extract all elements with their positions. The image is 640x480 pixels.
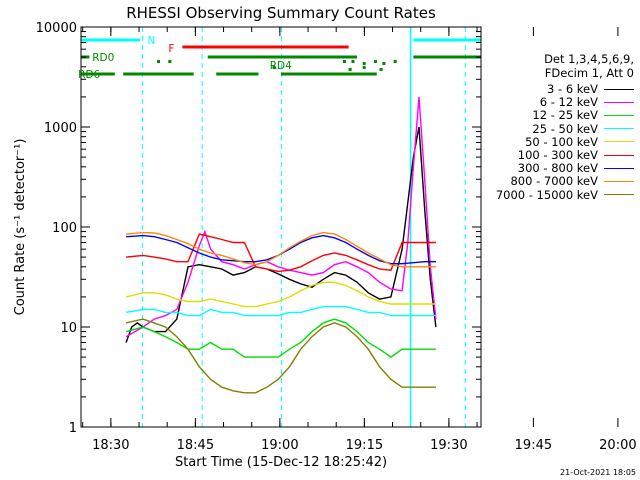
legend-label: 300 - 800 keV (517, 161, 598, 176)
legend-title-line-1: Det 1,3,4,5,6,9, (544, 52, 634, 66)
x-tick-label: 19:45 (515, 438, 552, 453)
legend-label: 3 - 6 keV (547, 82, 598, 96)
status-dot-0 (157, 60, 161, 63)
status-dot-4 (362, 62, 366, 65)
x-tick-label: 20:00 (599, 438, 636, 453)
annotation-rd0: RD0 (92, 52, 114, 64)
series-line-0 (125, 126, 437, 343)
legend-swatch (604, 167, 634, 169)
series-line-4 (125, 281, 436, 308)
legend-label: 100 - 300 keV (517, 148, 598, 162)
timestamp-stamp: 21-Oct-2021 18:05 (560, 468, 636, 477)
guide-lines (80, 27, 466, 427)
legend-item: 3 - 6 keV (547, 82, 634, 96)
legend-item: 100 - 300 keV (518, 148, 634, 162)
legend-label: 800 - 7000 keV (510, 174, 598, 189)
chart-title: RHESSI Observing Summary Count Rates (126, 4, 436, 22)
x-axis-label: Start Time (15-Dec-12 18:25:42) (175, 455, 387, 470)
x-tick-label: 19:15 (346, 438, 383, 453)
legend-swatch (604, 141, 634, 143)
status-dot-5 (373, 60, 377, 63)
status-dot-10 (362, 66, 366, 69)
legend-swatch (604, 114, 634, 116)
legend-swatch (604, 154, 634, 156)
annotation-rd6: RD6 (78, 69, 100, 81)
status-dot-2 (342, 60, 346, 63)
legend-item: 12 - 25 keV (532, 108, 634, 122)
legend-label: 6 - 12 keV (539, 95, 598, 110)
legend-swatch (604, 180, 634, 182)
series-line-7 (126, 231, 436, 268)
y-tick-label: 1 (69, 421, 77, 436)
legend-label: 50 - 100 keV (525, 134, 598, 149)
annotation-f: F (168, 43, 174, 55)
status-dot-11 (379, 68, 383, 71)
legend-item: 300 - 800 keV (518, 161, 634, 175)
legend-label: 12 - 25 keV (532, 108, 598, 123)
series-line-8 (125, 318, 436, 394)
y-tick-label: 10 (60, 321, 77, 336)
annotations: N F RD0 RD6 RD4 (78, 35, 292, 81)
legend-item: 800 - 7000 keV (510, 174, 634, 188)
series-line-2 (125, 318, 436, 358)
legend-swatch (604, 101, 634, 103)
legend-item: 6 - 12 keV (540, 95, 634, 109)
x-tick-label: 19:30 (430, 438, 467, 453)
legend-title-line-2: FDecim 1, Att 0 (544, 66, 634, 80)
status-dot-6 (382, 62, 386, 65)
series-line-3 (125, 305, 436, 317)
status-dot-1 (168, 60, 172, 63)
y-tick-label: 100 (52, 221, 77, 236)
annotation-n: N (147, 35, 155, 47)
y-tick-label: 1000 (44, 121, 77, 136)
status-dot-3 (351, 60, 355, 63)
status-dot-7 (393, 60, 397, 63)
annotation-rd4: RD4 (270, 60, 292, 72)
x-tick-label: 19:00 (261, 438, 298, 453)
x-tick-label: 18:45 (177, 438, 214, 453)
series-line-1 (125, 96, 437, 338)
plot-frame (80, 26, 482, 428)
y-tick-label: 10000 (36, 21, 77, 36)
x-tick-label: 18:30 (92, 438, 129, 453)
y-axis-label: Count Rate (s⁻¹ detector⁻¹) (13, 139, 28, 316)
series-line-5 (126, 233, 436, 273)
legend-item: 50 - 100 keV (525, 135, 634, 149)
series-lines (125, 96, 437, 394)
series-line-6 (126, 234, 436, 265)
axes: 1 10 100 1000 10000 18:30 18:45 19:00 19:15 19:30… (36, 21, 637, 453)
legend-label: 7000 - 15000 keV (495, 187, 598, 202)
legend-swatch (604, 88, 634, 90)
legend-item: 25 - 50 keV (532, 122, 634, 136)
status-dot-8 (272, 66, 276, 69)
legend-label: 25 - 50 keV (532, 121, 598, 136)
status-dot-9 (348, 68, 352, 71)
legend-swatch (604, 128, 634, 130)
legend-swatch (604, 194, 634, 196)
legend-item: 7000 - 15000 keV (496, 188, 634, 202)
